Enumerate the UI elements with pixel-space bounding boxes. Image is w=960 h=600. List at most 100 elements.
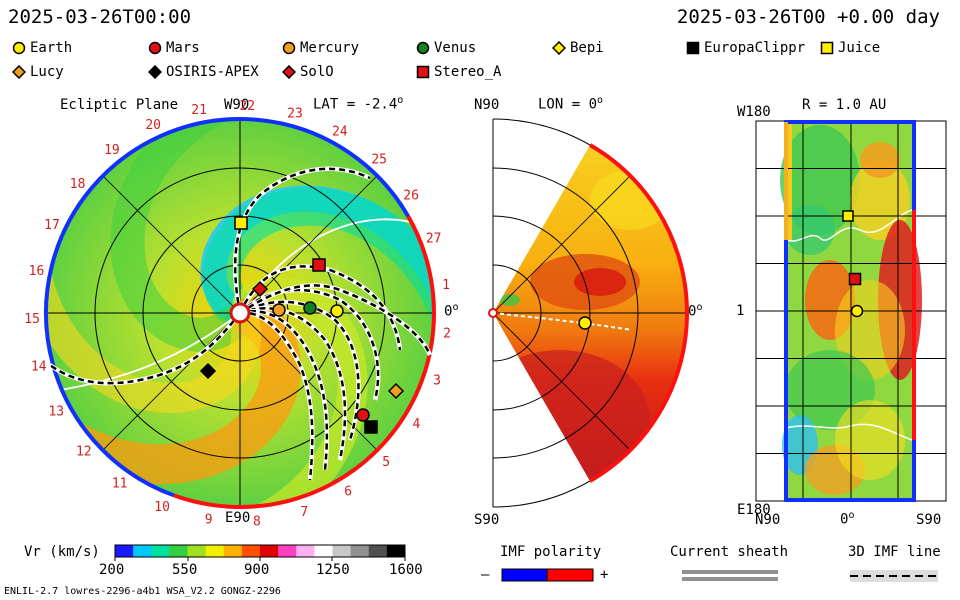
solar-wind-stream xyxy=(110,119,250,352)
colorbar-segment xyxy=(169,545,188,557)
carrington-tick-label: 27 xyxy=(426,231,442,246)
carrington-tick-label: 10 xyxy=(154,500,170,515)
carrington-tick-label: 25 xyxy=(371,152,387,167)
synoptic-mid-label: 1 xyxy=(736,303,745,319)
carrington-tick-label: 26 xyxy=(403,189,419,204)
imf-line-3d xyxy=(239,311,314,481)
meridional-n-label: N90 xyxy=(474,97,500,113)
object-marker xyxy=(578,316,592,330)
colorbar-segment xyxy=(296,545,315,557)
timestamp-left: 2025-03-26T00:00 xyxy=(8,6,192,28)
object-marker xyxy=(234,216,248,230)
legend-label: Venus xyxy=(434,40,477,56)
velocity-region xyxy=(574,268,626,296)
carrington-tick-label: 22 xyxy=(239,99,255,114)
meridional-lon-label: LON = 0o xyxy=(538,95,604,113)
legend-label: Earth xyxy=(30,40,73,56)
synoptic-x-mid: 0o xyxy=(840,510,855,528)
legend-item: EuropaClippr xyxy=(686,40,805,56)
diamond-marker-icon xyxy=(148,65,162,79)
colorbar-segment xyxy=(332,545,352,557)
carrington-tick-label: 15 xyxy=(24,312,40,327)
legend-label: Lucy xyxy=(30,64,64,80)
carrington-tick-label: 8 xyxy=(253,514,261,529)
legend-label: OSIRIS-APEX xyxy=(166,64,259,80)
legend-label: SolO xyxy=(300,64,334,80)
legend-item: Mars xyxy=(148,40,200,56)
velocity-region xyxy=(786,121,792,241)
velocity-region xyxy=(785,205,835,255)
circle-marker-icon xyxy=(148,41,162,55)
carrington-tick-label: 17 xyxy=(44,218,60,233)
colorbar-segment xyxy=(386,545,406,557)
legend-item: Lucy xyxy=(12,64,64,80)
colorbar-segment xyxy=(314,545,333,557)
carrington-tick-label: 20 xyxy=(145,118,161,133)
synoptic-w-label: W180 xyxy=(737,104,771,120)
colorbar-segment xyxy=(205,545,225,557)
object-marker xyxy=(848,272,862,286)
velocity-region xyxy=(493,350,650,482)
colorbar-segment xyxy=(368,545,388,557)
meridional-right-label: 0o xyxy=(688,302,703,320)
object-marker xyxy=(312,258,326,272)
colorbar-segment xyxy=(133,545,152,557)
footer-model-info: ENLIL-2.7 lowres-2296-a4b1 WSA_V2.2 GONG… xyxy=(4,586,281,597)
synoptic-x-left: N90 xyxy=(755,512,781,528)
grid-line xyxy=(492,312,631,451)
legend-item: Venus xyxy=(416,40,476,56)
velocity-region xyxy=(500,294,520,306)
colorbar-segment xyxy=(278,545,297,557)
timestamp-right: 2025-03-26T00 +0.00 day xyxy=(676,6,940,28)
colorbar-segment xyxy=(241,545,261,557)
sector-boundary xyxy=(59,312,241,391)
meridional-s-label: S90 xyxy=(474,512,500,528)
imf-line-3d xyxy=(492,312,633,331)
synoptic-e-label: E180 xyxy=(737,502,771,518)
carrington-tick-label: 6 xyxy=(344,485,352,500)
ecliptic-title: Ecliptic Plane xyxy=(60,97,179,113)
carrington-tick-label: 1 xyxy=(442,278,450,293)
sun-marker xyxy=(488,308,498,318)
ecliptic-right-label: 0o xyxy=(444,302,459,320)
carrington-tick-label: 12 xyxy=(76,444,92,459)
legend-item: SolO xyxy=(282,64,334,80)
legend-label: Juice xyxy=(838,40,881,56)
imf-minus: – xyxy=(481,567,490,583)
imf-line-3d xyxy=(49,312,241,385)
colorbar-tick-label: 200 xyxy=(99,562,125,578)
legend-item: Stereo_A xyxy=(416,64,501,80)
diamond-marker-icon xyxy=(282,65,296,79)
object-marker xyxy=(387,382,405,400)
imf-3d-label: 3D IMF line xyxy=(848,544,941,560)
object-marker xyxy=(356,408,370,422)
velocity-region xyxy=(835,400,905,480)
colorbar-segment xyxy=(115,545,134,557)
ecliptic-lat-label: LAT = -2.4o xyxy=(313,95,404,113)
carrington-tick-label: 11 xyxy=(112,477,128,492)
carrington-tick-label: 21 xyxy=(191,103,207,118)
carrington-tick-label: 5 xyxy=(382,455,390,470)
meridional-plot xyxy=(488,118,689,508)
square-marker-icon xyxy=(686,41,700,55)
ecliptic-bottom-label: E90 xyxy=(225,510,251,526)
object-marker xyxy=(199,362,217,380)
sun-marker xyxy=(229,302,251,324)
imf-line-3d xyxy=(239,306,347,461)
imf-line-halo xyxy=(239,309,330,471)
diamond-marker-icon xyxy=(552,41,566,55)
solar-wind-stream xyxy=(49,296,302,485)
carrington-tick-label: 3 xyxy=(433,374,441,389)
carrington-tick-label: 7 xyxy=(300,505,308,520)
solar-wind-stream xyxy=(202,187,434,340)
diamond-marker-icon xyxy=(12,65,26,79)
circle-marker-icon xyxy=(12,41,26,55)
carrington-tick-label: 14 xyxy=(31,360,47,375)
circle-marker-icon xyxy=(416,41,430,55)
imf-polarity-arc xyxy=(172,215,436,509)
object-marker xyxy=(850,304,864,318)
synoptic-r-label: R = 1.0 AU xyxy=(802,97,887,113)
velocity-region xyxy=(590,170,670,230)
object-marker xyxy=(303,301,317,315)
circle-marker-icon xyxy=(282,41,296,55)
